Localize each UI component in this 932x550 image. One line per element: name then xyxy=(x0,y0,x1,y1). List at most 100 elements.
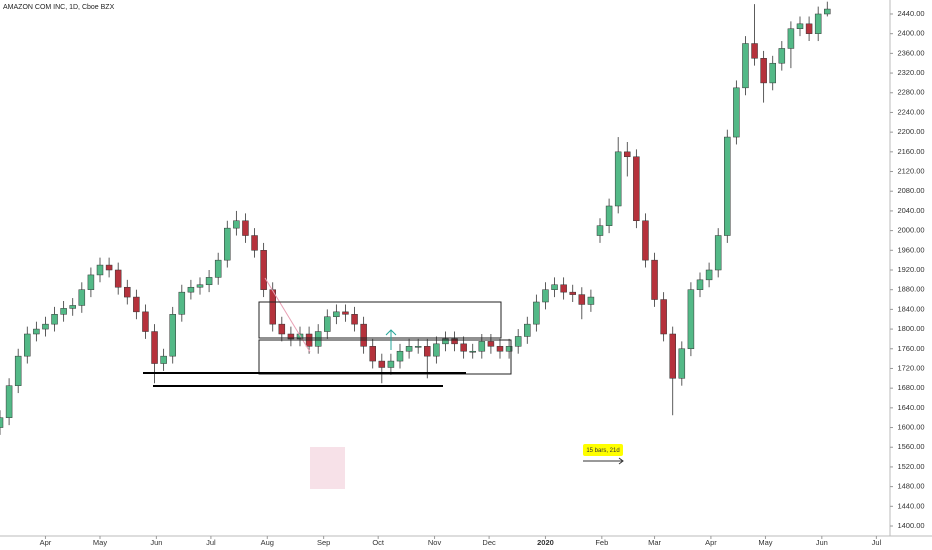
measure-arrow xyxy=(583,457,624,465)
candle-body xyxy=(614,151,622,207)
measure-label-bg xyxy=(583,444,623,456)
candle-body xyxy=(260,250,267,290)
candle-body xyxy=(596,225,604,236)
x-tick-label: Dec xyxy=(482,538,496,547)
y-tick-label: 1720.00 xyxy=(897,363,924,372)
candle-body xyxy=(624,151,631,158)
candle-body xyxy=(487,341,495,347)
y-tick-label: 2240.00 xyxy=(897,107,924,116)
candle-body xyxy=(478,341,486,352)
candle-body xyxy=(560,284,567,293)
candle-body xyxy=(587,296,595,305)
candle-body xyxy=(687,289,695,350)
y-tick-label: 2320.00 xyxy=(897,68,924,77)
y-tick-label: 1760.00 xyxy=(897,344,924,353)
candle-body xyxy=(433,343,440,357)
candle-body xyxy=(333,311,340,318)
y-tick-label: 2000.00 xyxy=(897,226,924,235)
candle-body xyxy=(51,314,58,325)
y-tick-label: 1600.00 xyxy=(897,423,924,432)
candle-body xyxy=(342,311,349,315)
candle-body xyxy=(724,136,731,236)
y-tick-label: 1480.00 xyxy=(897,482,924,491)
y-tick-label: 1840.00 xyxy=(897,304,924,313)
candle-body xyxy=(733,87,740,138)
candle-body xyxy=(369,346,376,362)
x-tick-label: May xyxy=(93,538,107,547)
candle-body xyxy=(324,316,331,332)
candle-body xyxy=(578,294,586,305)
x-tick-label: Mar xyxy=(648,538,661,547)
candle-body xyxy=(314,331,322,347)
y-tick-label: 1400.00 xyxy=(897,521,924,530)
candle-body xyxy=(251,235,258,251)
candles xyxy=(0,1,831,435)
y-tick-label: 1520.00 xyxy=(897,462,924,471)
candle-body xyxy=(642,220,649,261)
arrow xyxy=(385,329,397,350)
candle-body xyxy=(633,156,640,222)
x-tick-label: Feb xyxy=(595,538,608,547)
candle-body xyxy=(542,289,549,303)
candle-body xyxy=(705,269,713,281)
x-tick-label: Jul xyxy=(872,538,882,547)
y-tick-label: 2160.00 xyxy=(897,147,924,156)
candle-body xyxy=(287,333,295,340)
candle-body xyxy=(142,311,149,332)
range-box xyxy=(258,301,502,339)
candle-body xyxy=(424,346,431,357)
candle-body xyxy=(187,286,195,293)
y-tick-label: 1800.00 xyxy=(897,324,924,333)
candle-body xyxy=(660,299,667,335)
candle-body xyxy=(96,264,104,276)
candle-body xyxy=(742,43,749,89)
candle-body xyxy=(651,259,658,300)
y-tick-label: 2200.00 xyxy=(897,127,924,136)
candle-body xyxy=(205,277,213,286)
x-tick-label: Aug xyxy=(261,538,274,547)
y-tick-label: 1680.00 xyxy=(897,383,924,392)
candle-body xyxy=(105,264,113,271)
candle-body xyxy=(451,338,458,345)
y-tick-label: 2080.00 xyxy=(897,186,924,195)
candle-body xyxy=(769,62,776,84)
candle-body xyxy=(714,235,722,271)
candle-body xyxy=(169,314,176,357)
y-tick-label: 1920.00 xyxy=(897,265,924,274)
y-tick-label: 2040.00 xyxy=(897,206,924,215)
candle-body xyxy=(460,343,467,352)
candle-body xyxy=(396,350,404,362)
candle-body xyxy=(360,323,367,347)
candle-body xyxy=(414,346,422,348)
y-tick-label: 1960.00 xyxy=(897,245,924,254)
candle-body xyxy=(60,308,67,315)
candle-body xyxy=(178,291,186,315)
candle-body xyxy=(224,227,231,261)
y-tick-label: 1640.00 xyxy=(897,403,924,412)
candle-body xyxy=(696,279,704,290)
candle-body xyxy=(796,23,804,30)
candle-body xyxy=(524,323,531,337)
candle-body xyxy=(569,291,576,295)
candle-body xyxy=(387,360,395,368)
candle-body xyxy=(605,205,613,226)
candle-body xyxy=(514,336,522,347)
candle-body xyxy=(269,289,276,325)
candle-body xyxy=(751,43,758,59)
candle-body xyxy=(533,301,540,325)
x-tick-label: Oct xyxy=(372,538,385,547)
y-tick-label: 2360.00 xyxy=(897,48,924,57)
x-tick-label: May xyxy=(758,538,772,547)
candle-body xyxy=(233,220,240,229)
x-tick-label: Sep xyxy=(317,538,330,547)
chart-title: AMAZON COM INC, 1D, Cboe BZX xyxy=(3,4,115,11)
candle-body xyxy=(787,28,795,49)
candle-body xyxy=(442,338,449,345)
candle-body xyxy=(760,58,767,84)
candle-body xyxy=(378,360,386,368)
candle-body xyxy=(805,23,813,34)
candle-body xyxy=(778,48,786,64)
x-tick-label: Jul xyxy=(206,538,216,547)
